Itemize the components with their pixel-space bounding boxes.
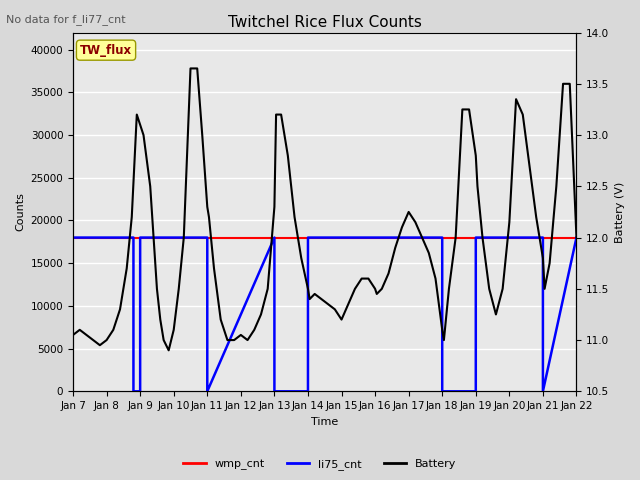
- Title: Twitchel Rice Flux Counts: Twitchel Rice Flux Counts: [228, 15, 422, 30]
- Text: No data for f_li77_cnt: No data for f_li77_cnt: [6, 14, 126, 25]
- Text: TW_flux: TW_flux: [80, 44, 132, 57]
- Y-axis label: Battery (V): Battery (V): [615, 181, 625, 242]
- Y-axis label: Counts: Counts: [15, 192, 25, 231]
- X-axis label: Time: Time: [311, 417, 339, 427]
- Legend: wmp_cnt, li75_cnt, Battery: wmp_cnt, li75_cnt, Battery: [179, 455, 461, 474]
